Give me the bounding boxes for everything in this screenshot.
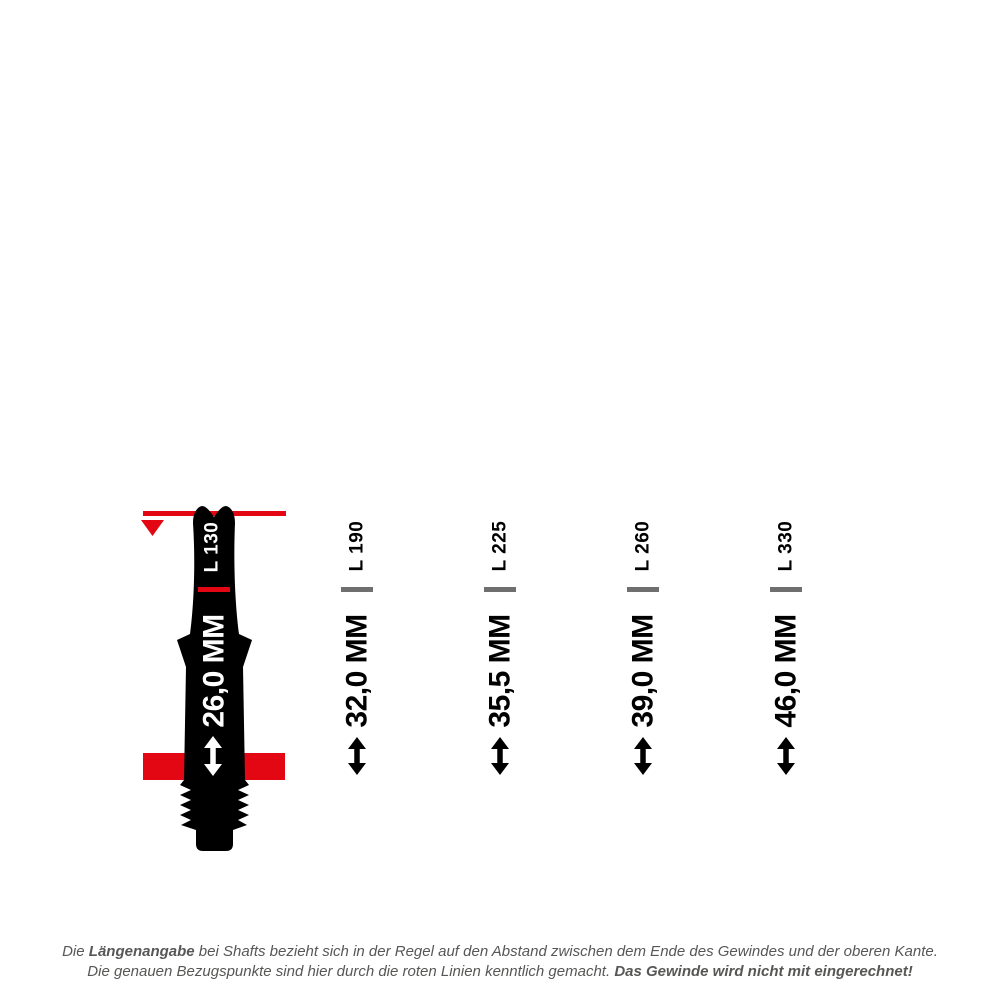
shaft-length-value: 26,0 MM	[198, 614, 231, 727]
shaft-body	[177, 506, 252, 851]
measure-tick	[770, 587, 802, 592]
length-value: 46,0 MM	[770, 614, 803, 727]
length-option-l190: L 190 32,0 MM	[341, 521, 374, 775]
double-arrow-icon	[491, 737, 509, 775]
footer-bold-text: Längenangabe	[88, 943, 195, 960]
length-value: 35,5 MM	[484, 614, 517, 727]
reference-triangle-icon	[141, 520, 164, 536]
footer-line-1: Die Längenangabe bei Shafts bezieht sich…	[0, 942, 1000, 962]
shaft-illustration: L 130 26,0 MM	[141, 506, 286, 851]
length-option-l260: L 260 39,0 MM	[627, 521, 660, 775]
measure-tick	[341, 587, 373, 592]
shaft-length-label: L 130	[202, 522, 223, 573]
footer-text: Die genauen Bezugspunkte sind hier durch…	[87, 962, 615, 980]
footer-text: Die	[62, 943, 89, 960]
footer-note: Die Längenangabe bei Shafts bezieht sich…	[0, 942, 1000, 981]
thread-start-marker	[198, 587, 230, 592]
length-value: 32,0 MM	[341, 614, 374, 727]
length-label: L 330	[776, 521, 797, 572]
length-value: 39,0 MM	[627, 614, 660, 727]
length-label: L 225	[490, 521, 511, 572]
double-arrow-icon	[777, 737, 795, 775]
length-label: L 190	[347, 521, 368, 572]
reference-line-top	[143, 511, 286, 516]
length-option-l225: L 225 35,5 MM	[484, 521, 517, 775]
double-arrow-icon	[634, 737, 652, 775]
length-option-l330: L 330 46,0 MM	[770, 521, 803, 775]
shaft-length-diagram: L 130 26,0 MM L 190 32,0 MM L 225	[141, 506, 803, 851]
double-arrow-icon	[348, 737, 366, 775]
measure-tick	[484, 587, 516, 592]
measure-tick	[627, 587, 659, 592]
double-arrow-icon	[204, 736, 222, 776]
footer-bold-text: Das Gewinde wird nicht mit eingerechnet!	[614, 962, 913, 980]
footer-text: bei Shafts bezieht sich in der Regel auf…	[194, 943, 938, 960]
length-label: L 260	[633, 521, 654, 572]
footer-line-2: Die genauen Bezugspunkte sind hier durch…	[0, 962, 1000, 982]
